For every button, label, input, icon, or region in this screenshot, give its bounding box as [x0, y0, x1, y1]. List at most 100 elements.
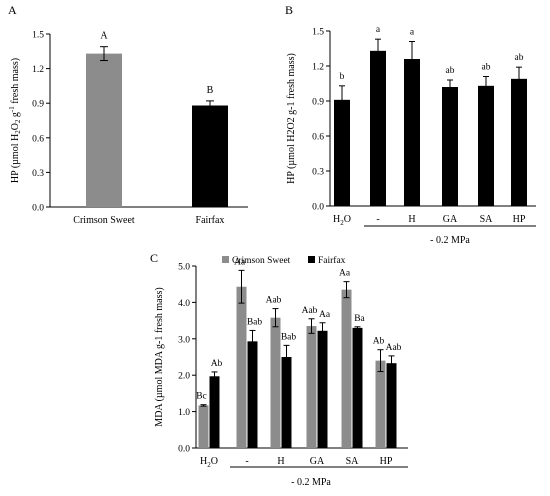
y-tick-label: 0.9	[32, 100, 44, 110]
error-bar	[516, 66, 522, 91]
y-tick-label: 1.2	[32, 65, 44, 75]
legend-label: Crimson Sweet	[232, 256, 291, 266]
bar	[236, 286, 247, 448]
bar	[442, 87, 458, 206]
significance-letter: Ab	[373, 337, 385, 347]
y-tick-label: 0.6	[32, 134, 44, 144]
error-bar	[354, 326, 361, 330]
error-bar	[206, 100, 214, 111]
significance-letter: Aa	[319, 310, 331, 320]
x-tick-label: Fairfax	[196, 215, 225, 226]
y-tick-label: 5.0	[178, 263, 190, 273]
y-tick-label: 0.0	[312, 203, 324, 213]
significance-letter: Bc	[196, 392, 207, 402]
y-axis: 0.0 1.0 2.0 3.0 4.0 5.0	[178, 263, 197, 455]
error-bar	[100, 46, 108, 62]
significance-letter: A	[100, 31, 108, 42]
x-tick-label: H	[277, 456, 284, 467]
bar	[209, 376, 220, 448]
error-bar	[339, 85, 345, 115]
y-tick-label: 0.0	[32, 204, 44, 214]
group-label: - 0.2 MPa	[291, 477, 331, 488]
bar	[198, 405, 209, 448]
y-axis-title: HP (µmol H2O2 g-1 fresh mass)	[8, 58, 22, 183]
y-tick-label: 3.0	[178, 335, 190, 345]
y-tick-label: 0.0	[178, 445, 190, 455]
y-tick-label: 0.6	[312, 133, 324, 143]
error-bar	[388, 355, 395, 371]
significance-letter: Ba	[354, 314, 365, 324]
bar	[404, 59, 420, 206]
panel-a: A HP (µmol H2O2 g-1 fresh mass) 0.0 0.3 0.6 0…	[8, 3, 248, 226]
legend: Crimson Sweet Fairfax	[222, 255, 346, 266]
bar	[334, 99, 350, 206]
x-tick-label: GA	[310, 456, 325, 467]
x-tick-label: Crimson Sweet	[73, 215, 135, 226]
significance-letter: ab	[515, 53, 524, 63]
bar	[352, 327, 363, 448]
bar	[86, 53, 122, 208]
error-bar	[308, 318, 315, 334]
y-tick-label: 0.3	[32, 169, 44, 179]
error-bar	[283, 344, 290, 370]
significance-letter: b	[340, 72, 345, 82]
significance-letter: ab	[482, 63, 491, 73]
significance-letter: B	[207, 85, 214, 96]
y-axis-title: HP (µmol H2O2 g-1 fresh mass)	[286, 53, 297, 184]
error-bar	[483, 76, 489, 96]
y-axis-title: MDA (µmol MDA g-1 fresh mass)	[154, 287, 165, 426]
bar	[270, 317, 281, 448]
significance-letter: ab	[446, 66, 455, 76]
error-bar	[272, 308, 279, 328]
x-tick-label: HP	[380, 456, 393, 467]
significance-letter: a	[376, 25, 381, 35]
x-tick-label: SA	[346, 456, 360, 467]
bar	[478, 85, 494, 206]
bar	[192, 105, 228, 207]
y-tick-label: 1.2	[312, 63, 324, 73]
panel-c: C MDA (µmol MDA g-1 fresh mass) 0.0 1.0 2.0 3…	[150, 251, 408, 488]
y-tick-label: 4.0	[178, 299, 190, 309]
bar	[375, 360, 386, 448]
bar	[511, 78, 527, 206]
y-tick-label: 0.3	[312, 168, 324, 178]
y-axis: 0.0 0.3 0.6 0.9 1.2 1.5	[312, 28, 331, 213]
group-label: - 0.2 MPa	[430, 235, 470, 246]
x-tick-label: GA	[443, 214, 458, 225]
panel-label: B	[285, 3, 293, 17]
bar	[341, 289, 352, 448]
bar	[317, 330, 328, 448]
significance-letter: Aa	[234, 257, 246, 267]
error-bar	[375, 38, 381, 63]
legend-swatch	[308, 256, 315, 263]
significance-letter: Ab	[211, 359, 223, 369]
significance-letter: a	[410, 28, 415, 38]
error-bar	[211, 371, 218, 382]
y-tick-label: 2.0	[178, 372, 190, 382]
significance-letter: Aa	[339, 269, 351, 279]
significance-letter: Aab	[266, 296, 282, 306]
y-tick-label: 0.9	[312, 98, 324, 108]
significance-letter: Bab	[281, 332, 297, 342]
error-bar	[377, 349, 384, 373]
error-bar	[200, 404, 207, 407]
x-tick-label: H2O	[200, 456, 218, 469]
bar	[306, 326, 317, 448]
significance-letter: Aab	[386, 343, 402, 353]
x-tick-label: H	[408, 214, 415, 225]
legend-swatch	[222, 256, 229, 263]
panel-b: BHP (µmol H2O2 g-1 fresh mass)0.00.30.60…	[285, 3, 536, 246]
bar	[386, 363, 397, 448]
error-bar	[343, 281, 350, 299]
error-bar	[238, 269, 245, 304]
bar	[370, 50, 386, 207]
x-tick-label: -	[376, 214, 379, 225]
y-tick-label: 1.5	[312, 28, 324, 38]
bar	[281, 357, 292, 448]
error-bar	[319, 322, 326, 340]
x-tick-label: H2O	[333, 214, 351, 227]
panel-label: A	[8, 3, 17, 17]
y-tick-label: 1.0	[178, 408, 190, 418]
panel-label: C	[150, 251, 158, 265]
